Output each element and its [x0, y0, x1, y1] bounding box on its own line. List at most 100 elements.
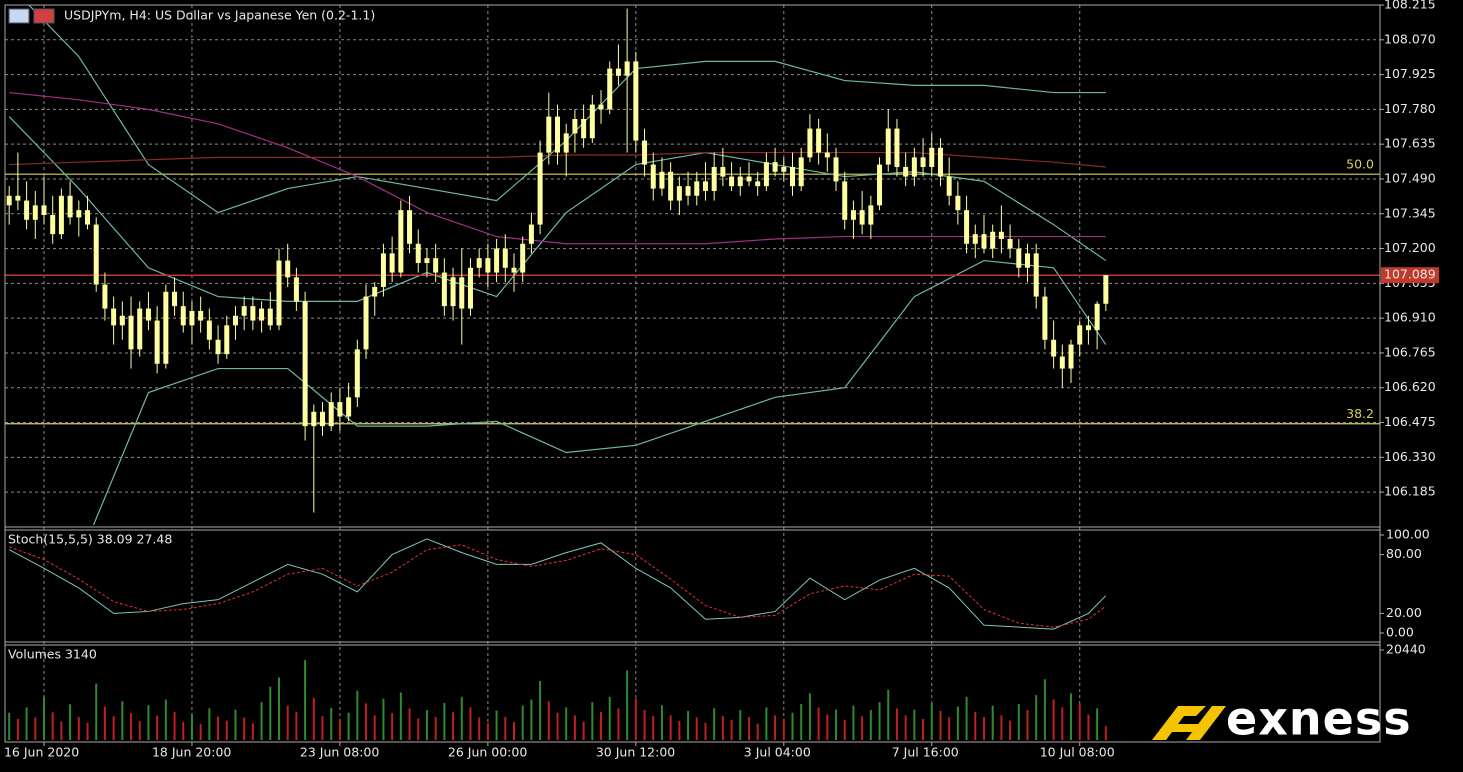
candle-body [494, 248, 500, 273]
candle-body [850, 210, 856, 220]
candle-body [903, 166, 909, 177]
logo-mark [1186, 706, 1226, 740]
candle-body [685, 186, 691, 196]
candle-body [702, 181, 708, 191]
current-price-label: 107.089 [1384, 267, 1436, 282]
y-tick-label: 107.780 [1384, 101, 1436, 116]
candle-body [485, 258, 491, 273]
candle-body [154, 320, 160, 364]
y-tick-label: 107.635 [1384, 136, 1436, 151]
indicator-line [8, 116, 1107, 302]
candle-body [320, 411, 326, 427]
candle-body [215, 339, 221, 355]
x-tick-label: 30 Jun 12:00 [596, 745, 675, 760]
candle-body [267, 308, 273, 326]
candle-body [163, 291, 169, 364]
volume-tick-label: 20440 [1386, 642, 1426, 657]
candle-body [363, 296, 369, 350]
candle-body [528, 224, 534, 244]
candle-body [537, 152, 543, 225]
candle-body [198, 310, 204, 321]
candle-body [790, 166, 796, 187]
candle-body [67, 195, 73, 218]
candle-body [76, 210, 82, 218]
candle-body [224, 325, 230, 355]
candle-body [581, 118, 587, 139]
x-tick-label: 10 Jul 08:00 [1040, 745, 1115, 760]
candle-body [241, 306, 247, 316]
candle-body [145, 308, 151, 321]
candle-body [981, 234, 987, 249]
candle-body [833, 157, 839, 182]
candle-body [128, 315, 134, 350]
candle-body [659, 171, 665, 189]
candle-body [720, 166, 726, 177]
candle-body [467, 267, 473, 309]
candle-body [572, 118, 578, 134]
y-tick-label: 106.765 [1384, 344, 1436, 359]
candle-body [398, 210, 404, 273]
candle-body [450, 277, 456, 307]
candle-body [1068, 344, 1074, 369]
candle-body [311, 411, 317, 427]
candle-body [50, 214, 56, 235]
candle-body [459, 277, 465, 309]
candle-body [285, 260, 291, 278]
stoch-line [9, 544, 1107, 628]
candle-body [389, 253, 395, 273]
candle-body [946, 176, 952, 196]
y-tick-label: 106.620 [1384, 379, 1436, 394]
candle-body [24, 200, 30, 220]
chart-icon [33, 8, 55, 24]
candle-body [668, 171, 674, 201]
candle-body [555, 116, 561, 153]
candle-body [781, 166, 787, 172]
price-plot [5, 5, 1380, 525]
candle-body [824, 152, 830, 158]
candle-body [511, 267, 517, 273]
candle-body [842, 181, 848, 220]
candle-body [1094, 303, 1100, 331]
y-tick-label: 107.925 [1384, 66, 1436, 81]
candle-body [102, 284, 108, 309]
candle-body [816, 128, 822, 153]
window-icon [8, 8, 30, 24]
candle-body [328, 402, 334, 427]
candle-body [929, 147, 935, 167]
y-tick-label: 107.345 [1384, 205, 1436, 220]
candle-body [441, 272, 447, 307]
candle-body [911, 157, 917, 177]
candle-body [206, 320, 212, 340]
candle-body [232, 315, 238, 326]
y-tick-label: 108.070 [1384, 31, 1436, 46]
stoch-tick-label: 80.00 [1386, 546, 1422, 561]
candle-body [729, 176, 735, 187]
x-tick-label: 23 Jun 08:00 [300, 745, 379, 760]
stoch-tick-label: 20.00 [1386, 605, 1422, 620]
fib-level-label: 38.2 [1346, 406, 1374, 421]
candle-body [1103, 275, 1109, 304]
candle-body [642, 140, 648, 165]
candle-body [868, 205, 874, 225]
y-tick-label: 108.215 [1384, 0, 1436, 12]
candle-body [346, 397, 352, 417]
candle-body [137, 308, 143, 350]
candle-body [650, 164, 656, 189]
candle-body [763, 162, 769, 187]
candle-body [407, 210, 413, 244]
y-tick-label: 106.475 [1384, 414, 1436, 429]
candle-body [624, 61, 630, 76]
candle-body [276, 260, 282, 326]
candle-body [1033, 253, 1039, 297]
candle-body [920, 157, 926, 167]
candle-body [998, 231, 1004, 239]
indicator-line [92, 259, 1107, 525]
candle-body [433, 258, 439, 273]
candle-body [41, 205, 47, 215]
candle-body [180, 306, 186, 326]
candle-body [990, 231, 996, 249]
candle-body [520, 243, 526, 273]
chart-title: USDJPYm, H4: US Dollar vs Japanese Yen (… [64, 8, 375, 23]
x-tick-label: 18 Jun 20:00 [152, 745, 231, 760]
